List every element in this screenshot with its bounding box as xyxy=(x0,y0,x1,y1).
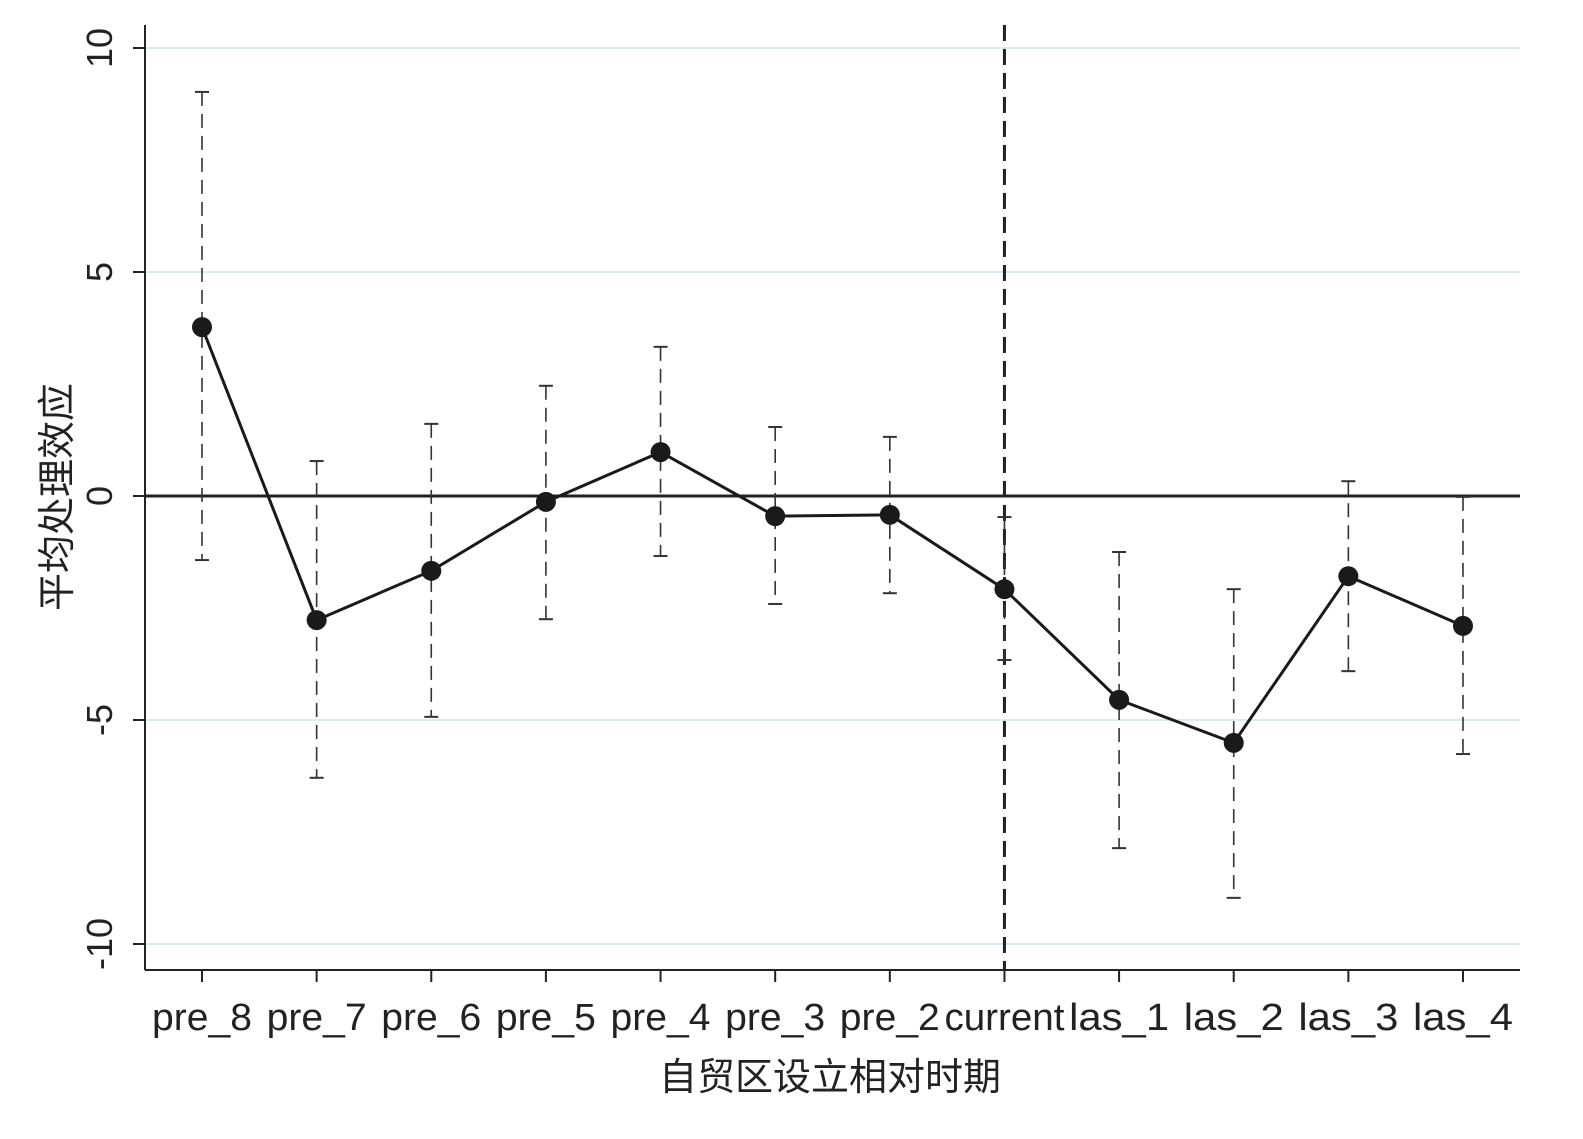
y-tick-label: 10 xyxy=(79,28,120,68)
data-point xyxy=(650,442,671,463)
data-point xyxy=(192,317,212,338)
axes xyxy=(133,25,1520,982)
y-tick-label: 0 xyxy=(79,486,120,506)
y-tick-label: -5 xyxy=(79,704,120,736)
data-point xyxy=(1338,566,1359,587)
data-point xyxy=(421,560,442,581)
x-tick-label: pre_2 xyxy=(840,997,940,1039)
x-tick-label: pre_5 xyxy=(496,997,596,1039)
data-point xyxy=(1453,615,1473,636)
data-point xyxy=(535,491,556,512)
data-point xyxy=(1109,689,1130,710)
reference-lines xyxy=(145,25,1520,970)
data-point xyxy=(306,610,327,631)
x-tick-label: las_3 xyxy=(1298,997,1398,1039)
x-tick-label: las_4 xyxy=(1413,997,1513,1039)
x-tick-label: las_1 xyxy=(1069,997,1169,1039)
series-path xyxy=(200,326,1464,745)
x-tick-label: pre_4 xyxy=(611,997,711,1039)
x-axis-label: 自贸区设立相对时期 xyxy=(659,1057,1001,1099)
y-axis-label: 平均处理效应 xyxy=(37,383,79,611)
data-point xyxy=(765,506,786,527)
data-point xyxy=(879,504,900,525)
x-tick-labels: pre_8 pre_7 pre_6 pre_5 pre_4 pre_3 pre_2 curre… xyxy=(152,997,1513,1039)
x-tick-label: pre_8 xyxy=(152,997,252,1039)
x-tick-label: current xyxy=(944,997,1064,1039)
data-point xyxy=(994,579,1015,600)
x-tick-label: pre_3 xyxy=(725,997,825,1039)
x-tick-label: pre_7 xyxy=(267,997,367,1039)
y-tick-label: 5 xyxy=(79,262,120,282)
x-tick-label: las_2 xyxy=(1184,997,1284,1039)
y-tick-label: -10 xyxy=(79,918,120,970)
series-line xyxy=(192,317,1473,753)
data-point xyxy=(1223,732,1244,753)
x-tick-label: pre_6 xyxy=(381,997,481,1039)
y-tick-labels: 10 5 0 -5 -10 xyxy=(79,28,120,970)
